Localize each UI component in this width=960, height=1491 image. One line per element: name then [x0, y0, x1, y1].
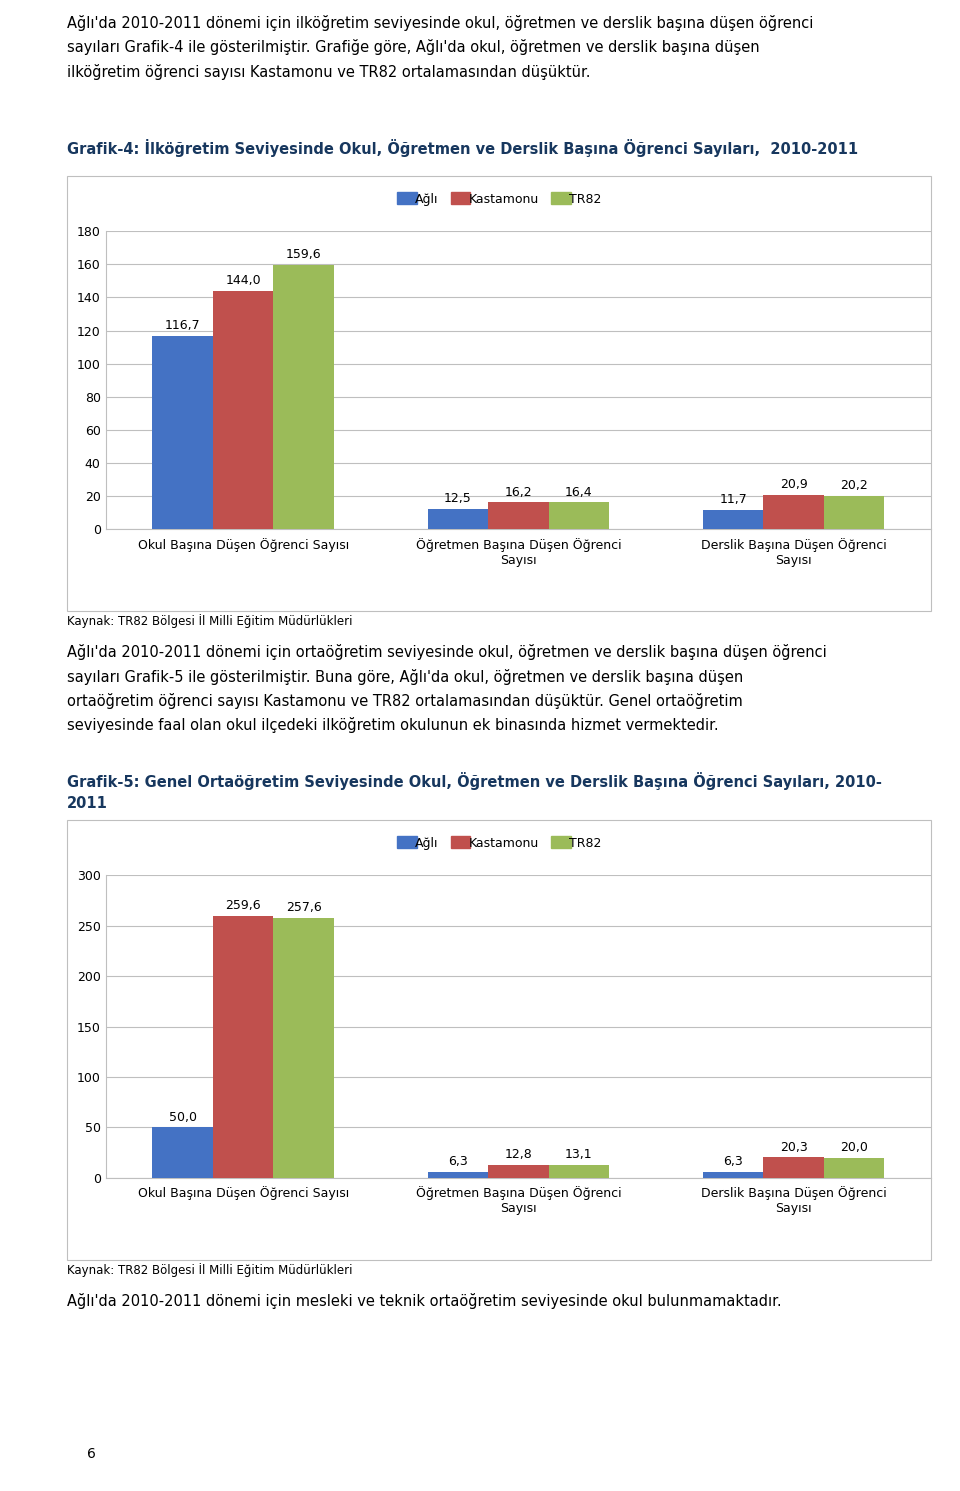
Bar	[824, 1157, 884, 1178]
Text: 259,6: 259,6	[226, 899, 261, 912]
Bar	[703, 1172, 763, 1178]
Bar	[703, 510, 763, 529]
Bar	[763, 1157, 824, 1178]
Text: 16,4: 16,4	[565, 486, 592, 498]
Text: 159,6: 159,6	[286, 249, 322, 261]
Text: 12,5: 12,5	[444, 492, 471, 505]
Legend: Ağlı, Kastamonu, TR82: Ağlı, Kastamonu, TR82	[395, 835, 604, 853]
Bar	[274, 265, 334, 529]
Bar	[763, 495, 824, 529]
Text: Grafik-4: İlköğretim Seviyesinde Okul, Öğretmen ve Derslik Başına Öğrenci Sayıla: Grafik-4: İlköğretim Seviyesinde Okul, Ö…	[67, 139, 858, 157]
Text: 144,0: 144,0	[226, 274, 261, 288]
Text: 16,2: 16,2	[505, 486, 532, 499]
Text: 20,0: 20,0	[840, 1141, 868, 1154]
Text: Ağlı'da 2010-2011 dönemi için ilköğretim seviyesinde okul, öğretmen ve derslik b: Ağlı'da 2010-2011 dönemi için ilköğretim…	[67, 15, 813, 81]
Bar	[213, 915, 274, 1178]
Bar	[213, 291, 274, 529]
Bar	[427, 508, 488, 529]
Bar	[274, 918, 334, 1178]
Bar	[549, 1164, 610, 1178]
Bar	[549, 502, 610, 529]
Text: 12,8: 12,8	[505, 1148, 532, 1161]
Text: 11,7: 11,7	[719, 494, 747, 507]
Text: 20,3: 20,3	[780, 1141, 807, 1154]
Bar	[824, 497, 884, 529]
Text: 6: 6	[86, 1446, 96, 1461]
Text: 257,6: 257,6	[286, 902, 322, 914]
Text: 50,0: 50,0	[169, 1111, 197, 1124]
Text: Ağlı'da 2010-2011 dönemi için mesleki ve teknik ortaöğretim seviyesinde okul bul: Ağlı'da 2010-2011 dönemi için mesleki ve…	[67, 1293, 781, 1309]
Bar	[488, 502, 549, 529]
Text: 20,9: 20,9	[780, 479, 807, 491]
Text: 6,3: 6,3	[723, 1156, 743, 1167]
Bar	[153, 335, 213, 529]
Text: 116,7: 116,7	[165, 319, 201, 332]
Text: Grafik-5: Genel Ortaöğretim Seviyesinde Okul, Öğretmen ve Derslik Başına Öğrenci: Grafik-5: Genel Ortaöğretim Seviyesinde …	[67, 772, 882, 811]
Legend: Ağlı, Kastamonu, TR82: Ağlı, Kastamonu, TR82	[395, 191, 604, 209]
Bar	[153, 1127, 213, 1178]
Text: Kaynak: TR82 Bölgesi İl Milli Eğitim Müdürlükleri: Kaynak: TR82 Bölgesi İl Milli Eğitim Müd…	[67, 614, 352, 628]
Bar	[488, 1164, 549, 1178]
Text: 6,3: 6,3	[448, 1156, 468, 1167]
Text: Ağlı'da 2010-2011 dönemi için ortaöğretim seviyesinde okul, öğretmen ve derslik : Ağlı'da 2010-2011 dönemi için ortaöğreti…	[67, 644, 827, 734]
Text: 13,1: 13,1	[565, 1148, 592, 1161]
Text: Kaynak: TR82 Bölgesi İl Milli Eğitim Müdürlükleri: Kaynak: TR82 Bölgesi İl Milli Eğitim Müd…	[67, 1263, 352, 1276]
Bar	[427, 1172, 488, 1178]
Text: 20,2: 20,2	[840, 479, 868, 492]
